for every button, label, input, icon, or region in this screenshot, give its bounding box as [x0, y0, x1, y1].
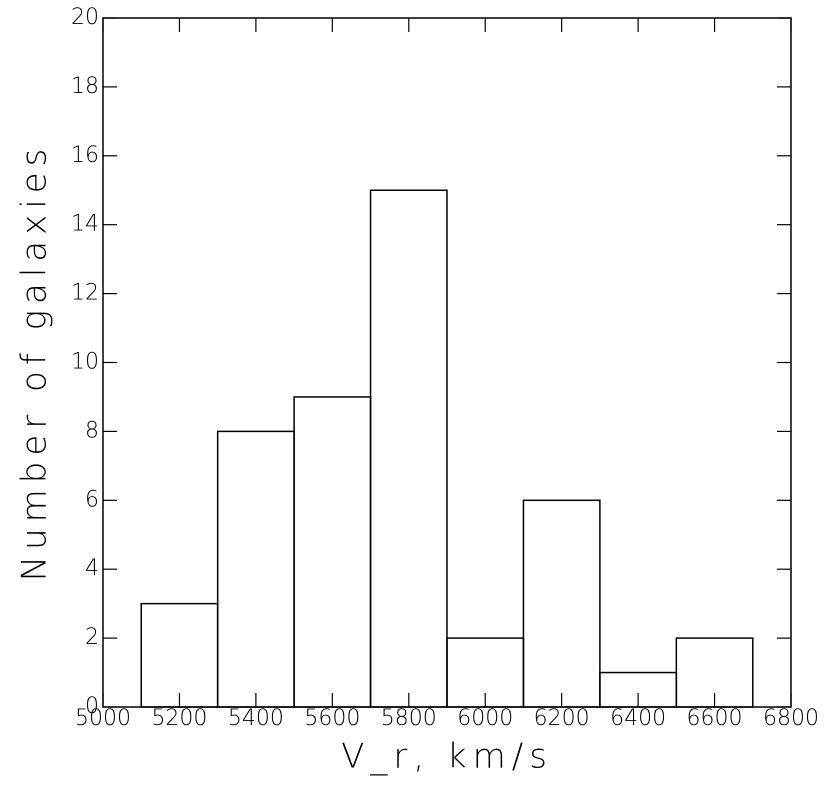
x-tick-label: 5800 — [381, 706, 437, 731]
x-tick-label: 5200 — [151, 706, 207, 731]
y-tick-label: 10 — [71, 350, 99, 375]
x-tick-label: 6400 — [610, 706, 666, 731]
y-axis-label: Number of galaxies — [15, 143, 55, 582]
y-tick-label: 20 — [71, 5, 99, 30]
bar — [216, 430, 295, 708]
y-tick-label: 4 — [85, 556, 99, 581]
bar — [522, 499, 601, 708]
y-tick-label: 16 — [71, 143, 99, 168]
y-tick-label: 6 — [85, 487, 99, 512]
x-tick-label: 5600 — [304, 706, 360, 731]
x-tick-label: 6200 — [534, 706, 590, 731]
x-tick-label: 5400 — [228, 706, 284, 731]
x-tick-label: 6800 — [763, 706, 819, 731]
x-tick-label: 6600 — [687, 706, 743, 731]
y-tick-label: 2 — [85, 625, 99, 650]
y-tick-label: 8 — [85, 418, 99, 443]
y-tick-label: 14 — [71, 212, 99, 237]
bar — [140, 602, 219, 708]
x-tick-label: 6000 — [457, 706, 513, 731]
y-tick-label: 12 — [71, 281, 99, 306]
bar — [293, 396, 372, 708]
bar — [675, 637, 754, 708]
bar — [369, 189, 448, 708]
x-tick-label: 5000 — [75, 706, 131, 731]
x-axis-label: V_r, km/s — [341, 737, 553, 777]
y-tick-label: 18 — [71, 74, 99, 99]
y-tick-label: 0 — [85, 694, 99, 719]
